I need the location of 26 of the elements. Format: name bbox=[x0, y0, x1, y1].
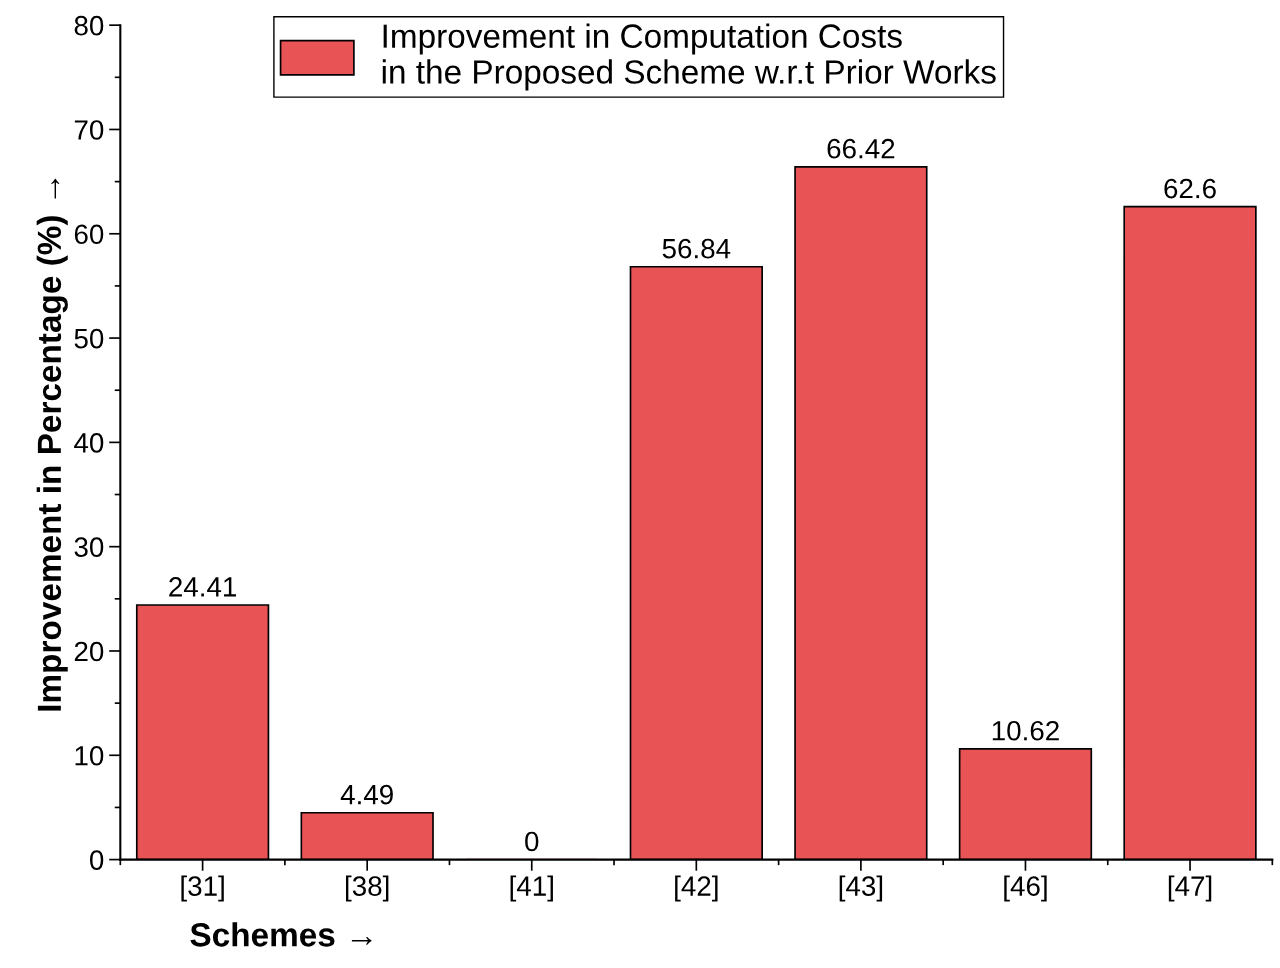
y-tick-label: 50 bbox=[74, 328, 104, 349]
y-tick-label: 10 bbox=[75, 745, 104, 766]
x-tick-label: [41] bbox=[510, 875, 553, 902]
y-tick-label: 70 bbox=[74, 120, 104, 140]
y-tick-label: 0 bbox=[89, 850, 104, 870]
data-label: 24.41 bbox=[169, 577, 237, 597]
y-tick-label: 20 bbox=[74, 641, 104, 662]
x-tick-label: [42] bbox=[675, 875, 718, 902]
data-label: 62.6 bbox=[1164, 178, 1216, 199]
data-label: 56.84 bbox=[662, 238, 731, 259]
legend-label: Improvement in Computation Costs in the Proposed Scheme w.r.t Prior Works bbox=[382, 23, 996, 91]
data-label: 10.62 bbox=[992, 720, 1059, 741]
x-tick-label: [38] bbox=[345, 875, 389, 902]
x-tick-label: [31] bbox=[181, 875, 224, 902]
y-tick-label: 30 bbox=[74, 537, 104, 558]
data-label: 4.49 bbox=[340, 784, 393, 805]
data-label: 0 bbox=[525, 831, 539, 852]
x-tick-label: [47] bbox=[1168, 875, 1212, 902]
y-axis-title: Improvement in Percentage (%) → bbox=[36, 178, 68, 711]
y-tick-label: 60 bbox=[74, 224, 104, 245]
x-tick-label: [43] bbox=[839, 875, 883, 902]
y-tick-label: 40 bbox=[74, 433, 104, 453]
x-axis-title: Schemes → bbox=[190, 922, 372, 947]
x-tick-label: [46] bbox=[1004, 875, 1047, 902]
y-tick-label: 80 bbox=[74, 15, 104, 36]
data-label: 66.42 bbox=[827, 138, 895, 159]
